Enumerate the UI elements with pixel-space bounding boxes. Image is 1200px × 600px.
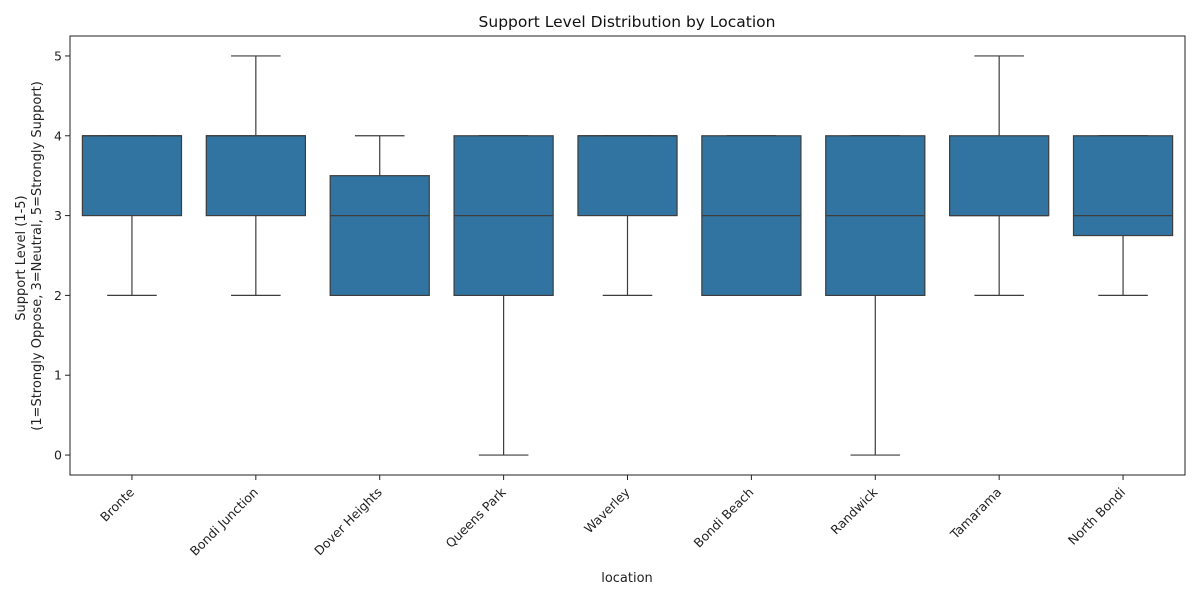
y-tick-label: 0: [54, 448, 62, 463]
y-axis-title-line-1: Support Level (1-5): [14, 195, 29, 320]
y-tick-label: 2: [54, 288, 62, 303]
box-bondi-junction: [205, 135, 306, 217]
box-tamarama: [949, 135, 1050, 217]
y-axis-title: Support Level (1-5) (1=Strongly Oppose, …: [14, 81, 45, 431]
box-north-bondi: [1072, 135, 1174, 237]
box-dover-heights: [329, 175, 430, 297]
y-axis-title-line-2: (1=Strongly Oppose, 3=Neutral, 5=Strongl…: [30, 81, 45, 431]
box-bronte: [81, 135, 183, 217]
chart-title: Support Level Distribution by Location: [479, 13, 776, 31]
box-waverley: [577, 135, 678, 217]
y-tick-label: 1: [54, 368, 62, 383]
x-axis-title: location: [601, 571, 653, 586]
y-tick-label: 4: [54, 128, 62, 143]
plot-frame: [69, 35, 1186, 476]
y-tick-label: 3: [54, 208, 62, 223]
y-tick-label: 5: [54, 48, 62, 63]
